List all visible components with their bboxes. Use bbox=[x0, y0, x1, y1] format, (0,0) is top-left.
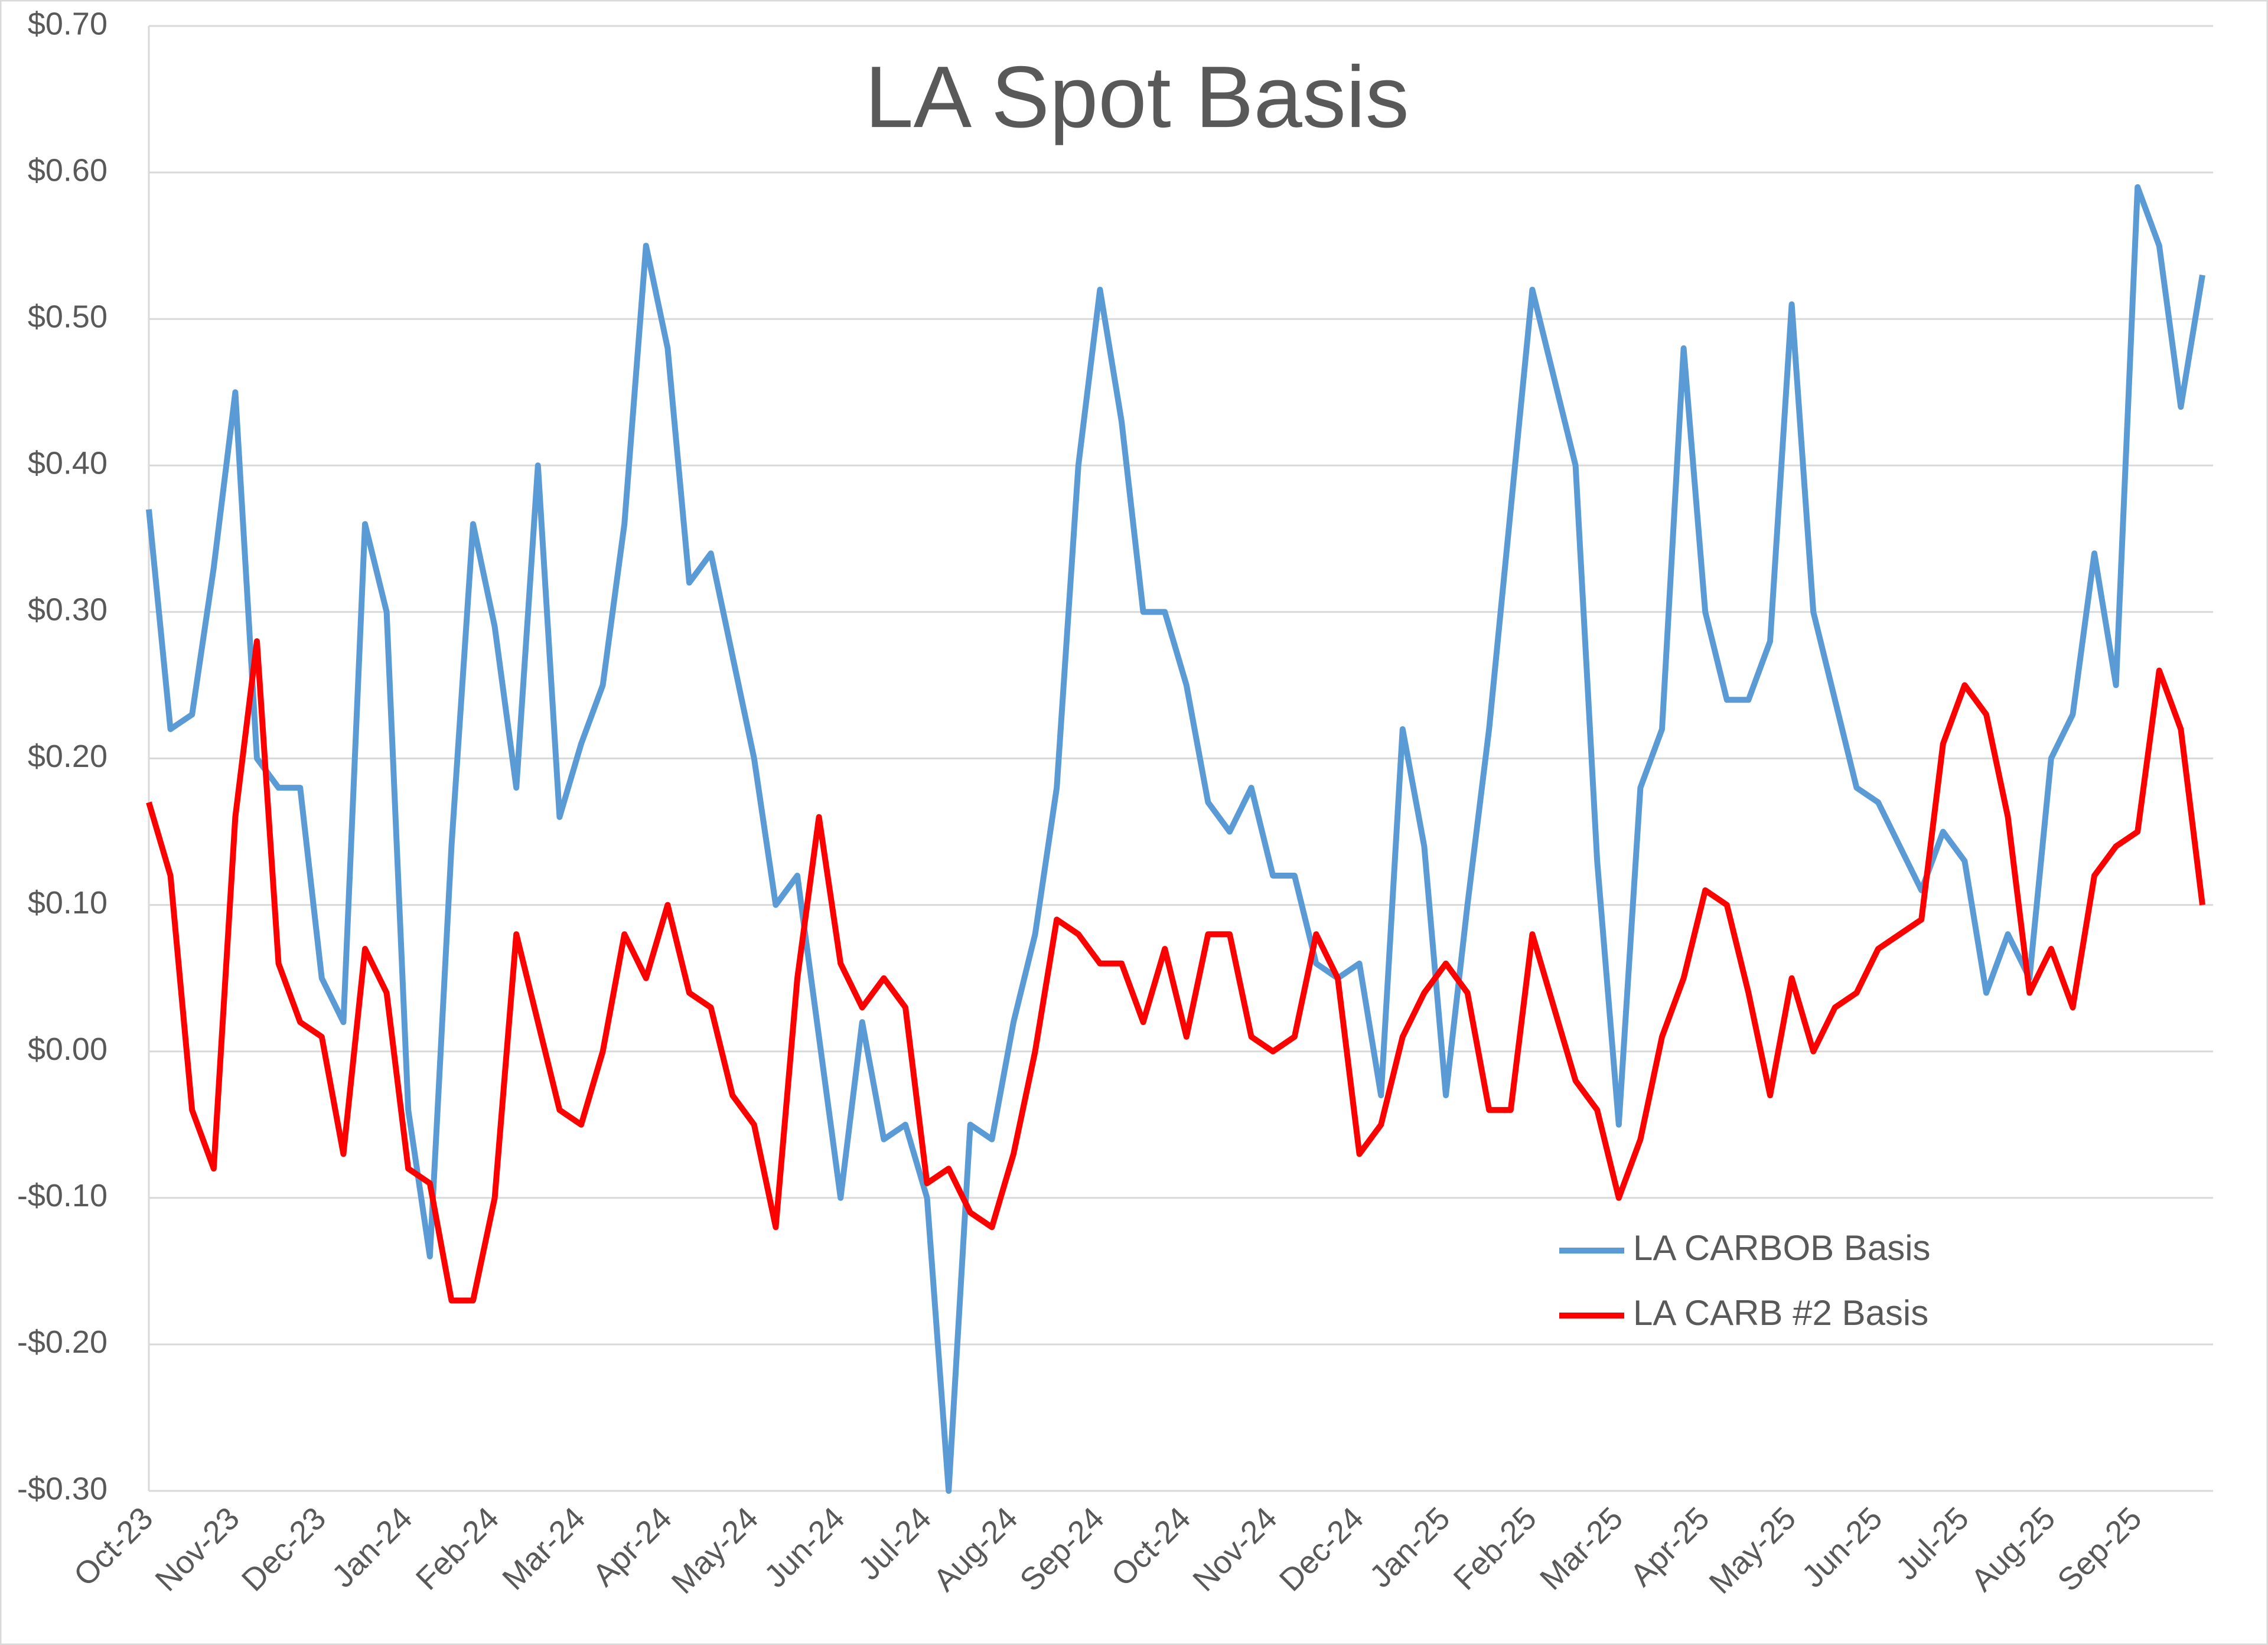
y-tick-label: $0.20 bbox=[28, 739, 107, 774]
data-line bbox=[146, 184, 2205, 1494]
legend-label: LA CARBOB Basis bbox=[1633, 1228, 1931, 1268]
y-tick-label: $0.50 bbox=[28, 299, 107, 334]
chart-title: LA Spot Basis bbox=[865, 48, 1409, 146]
y-tick-label: $0.10 bbox=[28, 885, 107, 921]
y-tick-label: $0.30 bbox=[28, 592, 107, 628]
y-tick-label: $0.40 bbox=[28, 446, 107, 481]
data-line bbox=[146, 638, 2205, 1304]
y-tick-label: $0.00 bbox=[28, 1032, 107, 1067]
y-tick-label: -$0.10 bbox=[17, 1178, 107, 1213]
legend-label: LA CARB #2 Basis bbox=[1633, 1293, 1928, 1333]
y-tick-label: -$0.30 bbox=[17, 1471, 107, 1506]
y-tick-label: $0.60 bbox=[28, 152, 107, 188]
y-tick-label: $0.70 bbox=[28, 6, 107, 41]
y-tick-label: -$0.20 bbox=[17, 1324, 107, 1360]
